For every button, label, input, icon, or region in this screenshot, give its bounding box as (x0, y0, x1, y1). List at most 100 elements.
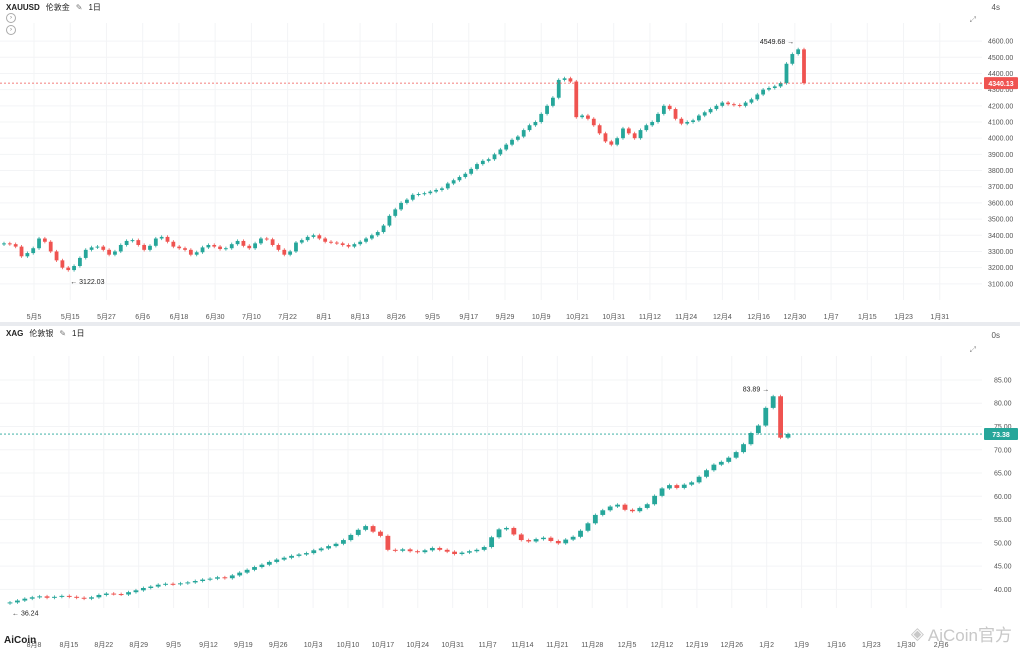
candle-body (480, 160, 485, 165)
candle-body (541, 537, 546, 540)
candle-body (165, 236, 170, 242)
candle-body (563, 539, 569, 544)
x-tick-label: 12月26 (720, 641, 743, 649)
candle-body (796, 49, 801, 55)
interval-label[interactable]: 1日 (72, 329, 85, 338)
y-tick-label: 3200.00 (988, 265, 1013, 272)
candle-body (743, 102, 748, 106)
settings-icon[interactable]: › (6, 25, 16, 35)
x-tick-label: 11月7 (478, 641, 496, 649)
candle-body (25, 253, 30, 257)
x-tick-label: 1月7 (824, 313, 839, 321)
candle-body (281, 557, 287, 560)
candle-body (303, 553, 309, 555)
x-tick-label: 1月23 (862, 641, 881, 649)
silver-chart-pane[interactable]: XAG 伦敦银 ✎ 1日 0s ⤢ 85.00 80.00 75.00 70.00 65… (0, 326, 1020, 652)
interval-label[interactable]: 1日 (88, 3, 101, 12)
candle-body (289, 555, 294, 558)
silver-candlestick-chart[interactable]: 85.00 80.00 75.00 70.00 65.00 60.00 55.00 50.00… (0, 326, 1020, 652)
candle-body (288, 251, 293, 255)
candle-body (511, 527, 517, 535)
candle-body (661, 105, 666, 114)
candle-body (387, 215, 392, 226)
candle-body (545, 105, 549, 114)
candle-body (66, 267, 71, 271)
current-price-tag (984, 77, 1018, 90)
candle-body (526, 540, 532, 542)
symbol-label[interactable]: XAUUSD (6, 3, 40, 12)
candle-body (170, 583, 176, 585)
x-tick-label: 9月17 (459, 313, 478, 321)
candle-body (294, 242, 298, 252)
candle-body (718, 461, 724, 465)
candle-body (504, 527, 509, 530)
x-tick-label: 10月31 (441, 641, 464, 649)
candle-body (317, 235, 322, 239)
candle-body (445, 183, 450, 189)
candle-body (118, 594, 124, 596)
candle-body (42, 238, 47, 242)
candle-body (385, 535, 391, 550)
candle-body (111, 593, 117, 595)
gold-candlestick-chart[interactable]: 4600.00 4500.00 4400.00 4300.00 4200.00 4100.… (0, 0, 1020, 322)
x-tick-label: 11月24 (675, 313, 697, 321)
candle-body (140, 587, 146, 591)
candle-body (437, 547, 443, 550)
candle-body (364, 238, 368, 242)
candle-body (363, 526, 369, 530)
x-tick-label: 1月2 (759, 641, 774, 649)
y-tick-label: 4000.00 (988, 136, 1013, 143)
candle-body (237, 572, 243, 576)
candle-body (7, 243, 12, 245)
candle-body (726, 102, 730, 105)
symbol-label[interactable]: XAG (6, 329, 24, 338)
peak-price-label: 83.89 → (743, 386, 769, 393)
candle-body (355, 529, 361, 535)
y-tick-label: 3500.00 (988, 217, 1013, 224)
candle-body (207, 578, 213, 580)
candle-body (66, 595, 72, 597)
y-tick-label: 75.00 (994, 424, 1012, 431)
candle-body (177, 246, 182, 249)
candle-body (142, 244, 147, 250)
candle-body (407, 549, 413, 552)
candle-body (626, 128, 631, 134)
candle-body (720, 102, 725, 106)
candle-body (399, 202, 403, 210)
candle-body (194, 252, 199, 255)
candle-body (785, 434, 791, 438)
fullscreen-icon[interactable]: ⤢ (969, 345, 976, 354)
candle-body (708, 109, 713, 113)
candle-body (518, 534, 524, 541)
pane-separator[interactable] (0, 322, 1020, 326)
fullscreen-icon[interactable]: ⤢ (969, 15, 976, 24)
gold-chart-pane[interactable]: XAUUSD 伦敦金 ✎ 1日 › › 4s ⤢ 4600.00 4500.00 4… (0, 0, 1020, 322)
candle-body (235, 240, 240, 245)
edit-icon[interactable]: ✎ (59, 329, 67, 338)
candle-body (457, 177, 462, 181)
candle-body (691, 120, 695, 122)
candle-body (615, 504, 620, 507)
candle-body (96, 594, 102, 598)
y-tick-label: 4500.00 (988, 55, 1013, 62)
candle-body (580, 115, 584, 118)
expand-icon[interactable]: › (6, 13, 16, 23)
candle-body (521, 130, 526, 137)
candle-body (48, 241, 53, 252)
x-tick-label: 12月12 (651, 641, 674, 649)
candle-body (673, 109, 678, 119)
candle-body (755, 425, 761, 434)
candle-body (171, 241, 176, 247)
candle-body (266, 561, 272, 565)
candle-body (81, 597, 87, 599)
edit-icon[interactable]: ✎ (75, 3, 83, 12)
x-tick-label: 12月30 (784, 313, 807, 321)
candle-body (763, 407, 769, 426)
candle-body (305, 236, 310, 241)
candle-body (568, 78, 573, 82)
y-tick-label: 3700.00 (988, 184, 1013, 191)
candle-body (89, 597, 94, 599)
candle-body (60, 260, 65, 268)
candle-body (54, 251, 59, 261)
candle-body (7, 602, 13, 604)
